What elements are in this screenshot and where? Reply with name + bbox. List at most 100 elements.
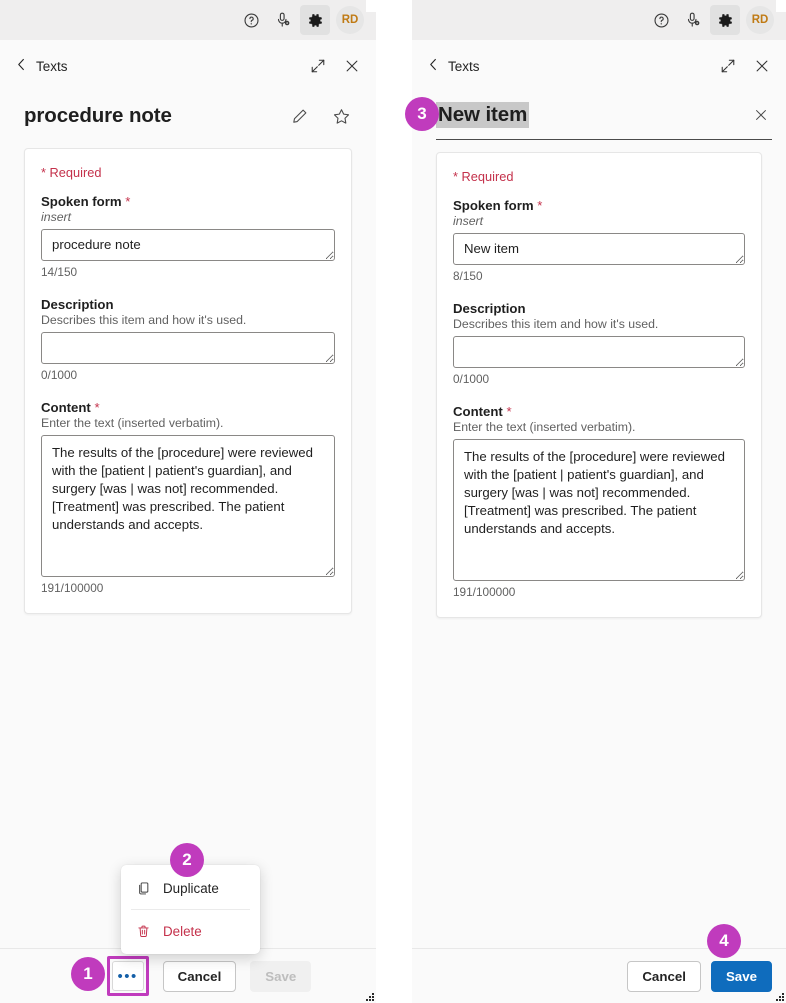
menu-separator: [131, 909, 250, 910]
right-panel-nav: Texts: [412, 40, 786, 92]
right-form-card: * Required Spoken form * insert 8/150 De…: [436, 152, 762, 618]
close-icon[interactable]: [750, 104, 772, 126]
spoken-form-counter: 8/150: [453, 269, 483, 283]
microphone-settings-icon[interactable]: [268, 5, 298, 35]
title-input-value: New item: [436, 102, 530, 128]
back-to-texts-link[interactable]: Texts: [16, 58, 68, 74]
description-field: Description Describes this item and how …: [41, 297, 335, 382]
menu-item-duplicate-label: Duplicate: [163, 880, 219, 896]
content-hint: Enter the text (inserted verbatim).: [41, 416, 224, 430]
left-panel-footer: ••• Cancel Save: [0, 948, 376, 1003]
avatar-initials: RD: [341, 14, 359, 26]
avatar[interactable]: RD: [746, 6, 774, 34]
menu-item-duplicate[interactable]: Duplicate: [121, 869, 260, 907]
content-label: Content *: [453, 404, 745, 419]
left-panel-title-row: procedure note: [0, 92, 376, 140]
spoken-form-label: Spoken form *: [41, 194, 335, 209]
save-button: Save: [250, 960, 312, 992]
description-label: Description: [41, 297, 114, 312]
required-asterisk: *: [94, 400, 100, 415]
content-input[interactable]: [453, 439, 745, 581]
left-panel-nav: Texts: [0, 40, 376, 92]
more-button-highlight: •••: [106, 956, 149, 996]
ellipsis-icon: •••: [117, 967, 138, 985]
description-counter: 0/1000: [453, 372, 490, 386]
spoken-form-field: Spoken form * insert 14/150: [41, 194, 335, 279]
menu-item-delete[interactable]: Delete: [121, 912, 260, 950]
description-hint: Describes this item and how it's used.: [41, 313, 247, 327]
page-title: procedure note: [24, 104, 172, 127]
copy-icon: [135, 880, 151, 896]
expand-diagonal-icon[interactable]: [718, 56, 738, 76]
spoken-form-counter: 14/150: [41, 265, 78, 279]
back-to-texts-link[interactable]: Texts: [428, 58, 480, 74]
gear-icon[interactable]: [300, 5, 330, 35]
left-form-card: * Required Spoken form * insert 14/150 D…: [24, 148, 352, 614]
content-counter: 191/100000: [41, 581, 104, 595]
chevron-left-icon: [428, 58, 439, 74]
pencil-icon[interactable]: [288, 105, 310, 127]
right-panel-footer: Cancel Save: [412, 948, 786, 1003]
help-circle-icon[interactable]: [646, 5, 676, 35]
avatar[interactable]: RD: [336, 6, 364, 34]
window-corner-left: [366, 0, 376, 12]
chevron-left-icon: [16, 58, 27, 74]
spoken-form-field: Spoken form * insert 8/150: [453, 198, 745, 283]
window-corner-right: [776, 0, 786, 12]
content-field: Content * Enter the text (inserted verba…: [453, 404, 745, 599]
description-input[interactable]: [41, 332, 335, 364]
left-panel-toolbar: RD: [0, 0, 376, 40]
right-panel-title-row: New item: [412, 92, 786, 140]
step-badge-3: 3: [405, 97, 439, 131]
cancel-button[interactable]: Cancel: [627, 960, 701, 992]
description-input[interactable]: [453, 336, 745, 368]
gear-icon[interactable]: [710, 5, 740, 35]
content-label-text: Content: [41, 400, 91, 415]
right-panel: RD Texts: [412, 0, 786, 1003]
save-button[interactable]: Save: [710, 960, 772, 992]
content-field: Content * Enter the text (inserted verba…: [41, 400, 335, 595]
resize-grip[interactable]: [774, 991, 785, 1002]
step-badge-1: 1: [71, 957, 105, 991]
step-badge-4: 4: [707, 924, 741, 958]
right-panel-toolbar: RD: [412, 0, 786, 40]
spoken-form-label-text: Spoken form: [453, 198, 534, 213]
more-options-button[interactable]: •••: [111, 961, 144, 991]
spoken-form-label-text: Spoken form: [41, 194, 122, 209]
avatar-initials: RD: [751, 14, 769, 26]
menu-item-delete-label: Delete: [163, 923, 202, 939]
content-input[interactable]: [41, 435, 335, 577]
required-asterisk: *: [506, 404, 512, 419]
spoken-form-input[interactable]: [41, 229, 335, 261]
left-panel: RD Texts: [0, 0, 376, 1003]
close-icon[interactable]: [342, 56, 362, 76]
cancel-button[interactable]: Cancel: [162, 960, 237, 992]
spoken-form-hint: insert: [41, 210, 72, 224]
back-label: Texts: [448, 58, 480, 74]
required-asterisk: *: [125, 194, 131, 209]
description-field: Description Describes this item and how …: [453, 301, 745, 386]
description-label: Description: [453, 301, 526, 316]
context-menu: Duplicate Delete: [121, 865, 260, 954]
content-hint: Enter the text (inserted verbatim).: [453, 420, 636, 434]
expand-diagonal-icon[interactable]: [308, 56, 328, 76]
content-counter: 191/100000: [453, 585, 516, 599]
spoken-form-label: Spoken form *: [453, 198, 745, 213]
star-icon[interactable]: [330, 105, 352, 127]
required-note: * Required: [453, 169, 514, 184]
description-counter: 0/1000: [41, 368, 78, 382]
resize-grip[interactable]: [364, 991, 375, 1002]
help-circle-icon[interactable]: [236, 5, 266, 35]
trash-icon: [135, 923, 151, 939]
content-label-text: Content: [453, 404, 503, 419]
required-note: * Required: [41, 165, 102, 180]
step-badge-2: 2: [170, 843, 204, 877]
microphone-settings-icon[interactable]: [678, 5, 708, 35]
spoken-form-input[interactable]: [453, 233, 745, 265]
content-label: Content *: [41, 400, 335, 415]
back-label: Texts: [36, 58, 68, 74]
title-input[interactable]: New item: [436, 96, 772, 140]
description-hint: Describes this item and how it's used.: [453, 317, 659, 331]
close-icon[interactable]: [752, 56, 772, 76]
